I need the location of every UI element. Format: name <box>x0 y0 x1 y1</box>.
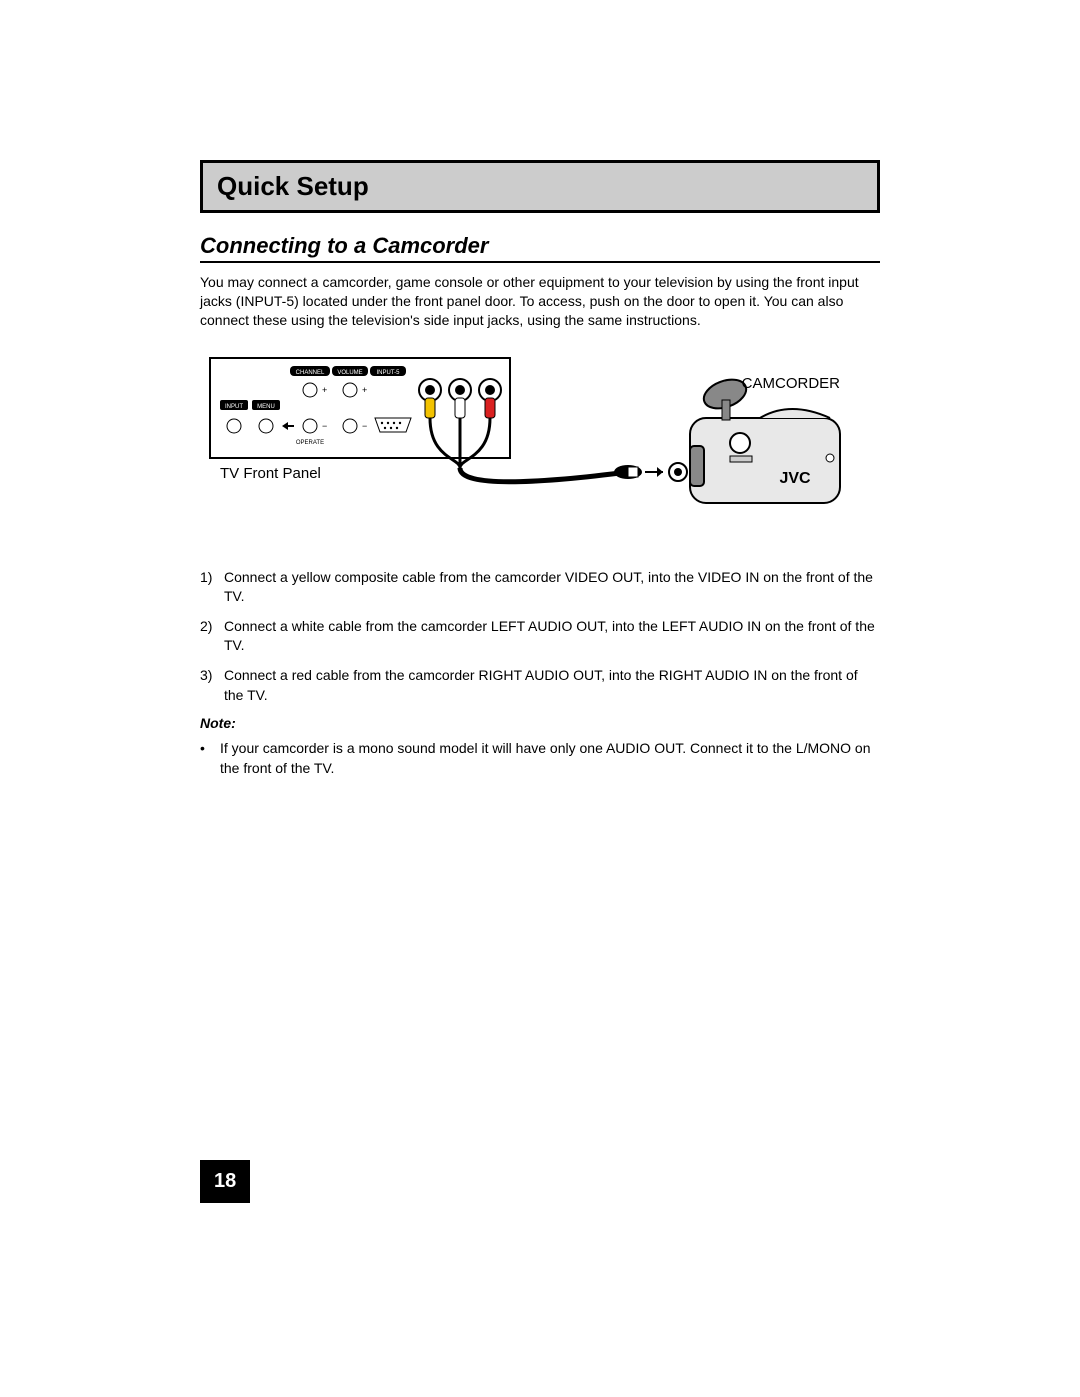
step-number: 1) <box>200 568 224 607</box>
manual-page: Quick Setup Connecting to a Camcorder Yo… <box>200 160 880 778</box>
note-bullet: • <box>200 739 220 778</box>
camcorder-brand: JVC <box>779 470 811 487</box>
page-title: Quick Setup <box>217 171 863 202</box>
input5-label: INPUT-5 <box>376 370 400 376</box>
plug-yellow <box>425 398 435 418</box>
note-heading: Note: <box>200 715 880 731</box>
tv-panel-label: TV Front Panel <box>220 465 321 482</box>
camcorder-label: CAMCORDER <box>742 375 841 392</box>
menu-label: MENU <box>257 404 275 410</box>
cable-bundle <box>460 468 620 482</box>
connection-diagram: CHANNEL VOLUME INPUT-5 + + INPUT MENU − … <box>200 348 880 528</box>
page-number: 18 <box>200 1160 250 1203</box>
camcorder-illustration: JVC <box>669 374 840 503</box>
note-text: If your camcorder is a mono sound model … <box>220 739 880 778</box>
step-1: 1) Connect a yellow composite cable from… <box>200 568 880 607</box>
input-label: INPUT <box>225 404 243 410</box>
volume-label: VOLUME <box>337 370 362 376</box>
steps-list: 1) Connect a yellow composite cable from… <box>200 568 880 706</box>
svg-text:−: − <box>362 421 367 431</box>
channel-label: CHANNEL <box>296 370 325 376</box>
plug-red <box>485 398 495 418</box>
svg-text:+: + <box>322 385 327 395</box>
operate-label: OPERATE <box>296 440 324 446</box>
svg-text:+: + <box>362 385 367 395</box>
plug-white <box>455 398 465 418</box>
step-text: Connect a red cable from the camcorder R… <box>224 666 880 705</box>
note-item: • If your camcorder is a mono sound mode… <box>200 739 880 778</box>
svg-text:−: − <box>322 421 327 431</box>
step-number: 2) <box>200 617 224 656</box>
step-text: Connect a white cable from the camcorder… <box>224 617 880 656</box>
section-heading: Connecting to a Camcorder <box>200 233 880 263</box>
intro-paragraph: You may connect a camcorder, game consol… <box>200 273 880 330</box>
step-number: 3) <box>200 666 224 705</box>
step-text: Connect a yellow composite cable from th… <box>224 568 880 607</box>
step-3: 3) Connect a red cable from the camcorde… <box>200 666 880 705</box>
title-bar: Quick Setup <box>200 160 880 213</box>
step-2: 2) Connect a white cable from the camcor… <box>200 617 880 656</box>
